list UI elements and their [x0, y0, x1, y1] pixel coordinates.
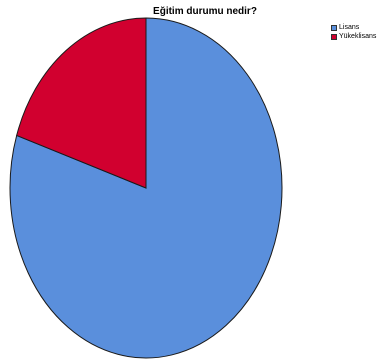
- pie-slice-y-keklisans: [16, 17, 147, 189]
- legend-swatch-lisans: [331, 24, 337, 31]
- legend-label-yukeklisans: Yükeklisans: [339, 33, 377, 40]
- legend-label-lisans: Lisans: [339, 24, 360, 31]
- pie-slice-lisans: [9, 17, 283, 359]
- legend-swatch-yukeklisans: [331, 33, 337, 40]
- legend-item-yukeklisans: Yükeklisans: [331, 32, 376, 41]
- legend-item-lisans: Lisans: [331, 23, 376, 32]
- chart-title: Eğitim durumu nedir?: [153, 6, 257, 17]
- legend: Lisans Yükeklisans: [331, 23, 376, 41]
